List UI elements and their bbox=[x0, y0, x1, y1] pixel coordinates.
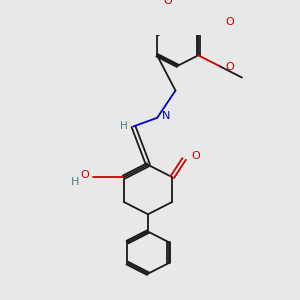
Text: O: O bbox=[226, 62, 235, 72]
Text: O: O bbox=[163, 0, 172, 6]
Text: O: O bbox=[226, 17, 235, 27]
Text: N: N bbox=[162, 111, 170, 121]
Text: O: O bbox=[81, 170, 89, 180]
Text: O: O bbox=[192, 151, 200, 161]
Text: H: H bbox=[71, 177, 79, 187]
Text: H: H bbox=[120, 121, 127, 130]
